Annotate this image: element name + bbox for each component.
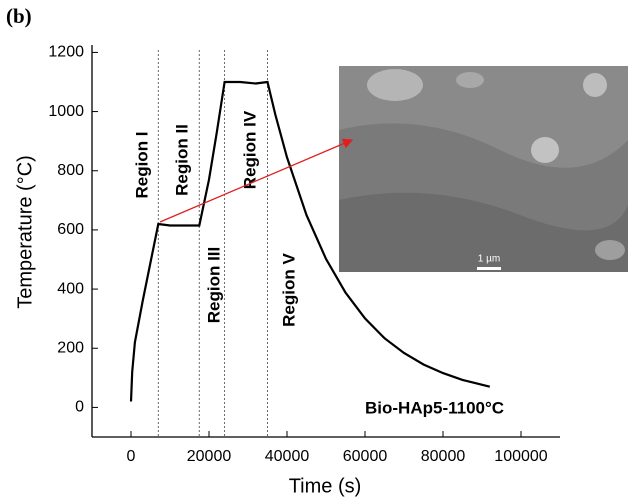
y-tick-label: 1000 [48,103,84,120]
sem-particle [456,72,484,88]
y-tick-label: 400 [57,280,84,297]
y-tick-label: 1200 [48,44,84,61]
temperature-line [129,80,491,402]
y-axis-label: Temperature (°C) [14,155,36,309]
scale-bar [477,267,501,270]
panel-label: (b) [6,4,32,28]
pointer-arrow [159,138,354,223]
x-tick-label: 100000 [494,448,547,465]
region-label: Region IV [240,110,259,189]
x-tick-label: 20000 [187,448,232,465]
region-label: Region V [279,253,298,327]
sem-particle [367,69,423,101]
x-tick-label: 0 [127,448,136,465]
sem-particle [583,73,607,97]
region-label: Region III [204,247,223,324]
region-label: Region I [132,131,151,198]
x-tick-label: 60000 [343,448,388,465]
region-label: Region II [172,124,191,196]
y-tick-label: 800 [57,162,84,179]
x-tick-label: 80000 [421,448,466,465]
y-tick-label: 0 [75,399,84,416]
x-tick-label: 40000 [265,448,310,465]
sem-particle [531,137,559,163]
sem-particle [595,240,625,260]
y-tick-label: 200 [57,339,84,356]
sem-texture [339,192,628,272]
scale-bar-label: 1 µm [478,254,500,265]
sem-image: 1 µm [339,66,628,272]
y-tick-label: 600 [57,221,84,238]
series-label: Bio-HAp5-1100°C [365,398,504,417]
x-axis-label: Time (s) [289,475,362,497]
